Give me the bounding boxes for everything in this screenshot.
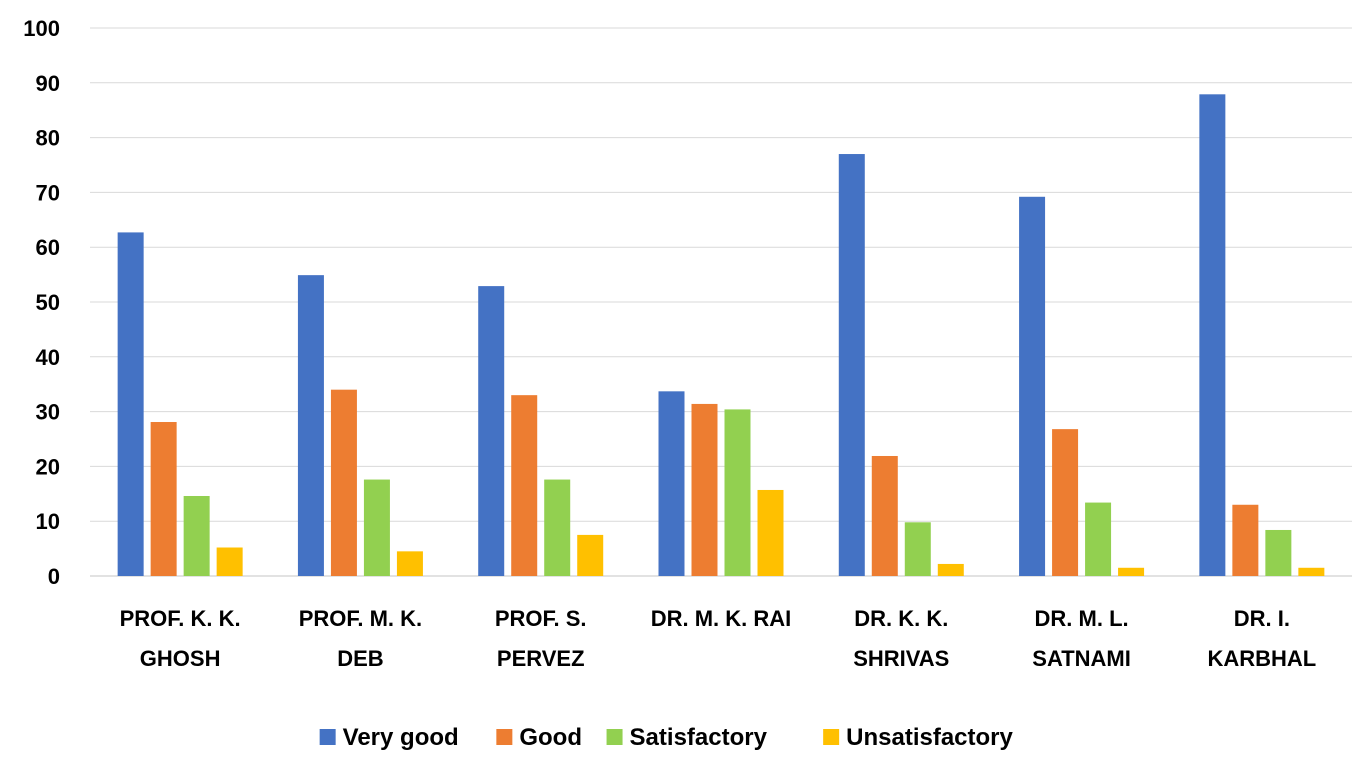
bar-good xyxy=(330,389,357,576)
y-tick-label: 40 xyxy=(36,345,60,370)
bar-very-good xyxy=(658,391,685,576)
bar-satisfactory xyxy=(724,409,751,576)
legend-swatch xyxy=(496,729,513,745)
legend-swatch xyxy=(823,729,840,745)
legend-label: Good xyxy=(519,724,582,751)
x-category-label: PROF. S. xyxy=(495,606,587,631)
y-tick-label: 30 xyxy=(36,400,60,425)
x-category-label: PROF. M. K. xyxy=(299,606,422,631)
legend: Very good Good Satisfactory Unsatisfactory xyxy=(319,724,1014,751)
bar-satisfactory xyxy=(183,495,210,576)
x-category-label: KARBHAL xyxy=(1207,646,1316,671)
bar-very-good xyxy=(478,286,505,576)
gridlines xyxy=(90,27,1352,577)
bar-very-good xyxy=(1199,94,1226,577)
x-category-label: SHRIVAS xyxy=(853,646,949,671)
legend-swatch xyxy=(606,729,623,745)
y-tick-label: 50 xyxy=(36,290,60,315)
bar-unsatisfactory xyxy=(937,563,964,576)
bar-unsatisfactory xyxy=(577,534,604,576)
bar-unsatisfactory xyxy=(396,551,423,576)
legend-label: Satisfactory xyxy=(630,724,768,751)
x-category-label: PROF. K. K. xyxy=(120,606,241,631)
y-tick-label: 20 xyxy=(36,454,60,479)
bar-very-good xyxy=(838,154,865,577)
y-tick-label: 100 xyxy=(23,16,60,41)
x-category-label: DR. M. K. RAI xyxy=(651,606,792,631)
bar-good xyxy=(691,403,718,576)
bars xyxy=(117,94,1325,577)
x-category-label: DR. K. K. xyxy=(854,606,948,631)
bar-unsatisfactory xyxy=(1118,567,1145,576)
bar-unsatisfactory xyxy=(216,547,243,576)
x-axis-labels: PROF. K. K. GHOSH PROF. M. K. DEB PROF. S. PE… xyxy=(120,606,1317,671)
x-category-label: GHOSH xyxy=(140,646,221,671)
bar-good xyxy=(1052,429,1079,576)
bar-good xyxy=(871,455,898,576)
y-tick-label: 70 xyxy=(36,180,60,205)
bar-satisfactory xyxy=(363,479,390,576)
bar-good xyxy=(1232,504,1259,576)
legend-label: Unsatisfactory xyxy=(846,724,1013,751)
y-tick-label: 0 xyxy=(48,564,60,589)
bar-unsatisfactory xyxy=(1298,567,1325,576)
bar-very-good xyxy=(297,275,324,576)
bar-satisfactory xyxy=(1085,502,1112,576)
bar-very-good xyxy=(1019,196,1046,576)
y-tick-label: 80 xyxy=(36,126,60,151)
x-category-label: DR. I. xyxy=(1234,606,1290,631)
y-tick-label: 10 xyxy=(36,509,60,534)
x-category-label: DR. M. L. xyxy=(1035,606,1129,631)
legend-label: Very good xyxy=(343,724,459,751)
bar-satisfactory xyxy=(904,522,931,576)
legend-swatch xyxy=(319,729,336,745)
y-axis-ticks: 0 10 20 30 40 50 60 70 80 90 100 xyxy=(23,16,60,589)
bar-very-good xyxy=(117,232,144,577)
x-category-label: DEB xyxy=(337,646,383,671)
bar-good xyxy=(150,422,177,576)
bar-satisfactory xyxy=(1265,529,1292,576)
bar-good xyxy=(511,395,538,576)
bar-satisfactory xyxy=(544,479,571,576)
y-tick-label: 60 xyxy=(36,235,60,260)
x-category-label: SATNAMI xyxy=(1032,646,1131,671)
bar-unsatisfactory xyxy=(757,489,784,576)
y-tick-label: 90 xyxy=(36,71,60,96)
x-category-label: PERVEZ xyxy=(497,646,585,671)
